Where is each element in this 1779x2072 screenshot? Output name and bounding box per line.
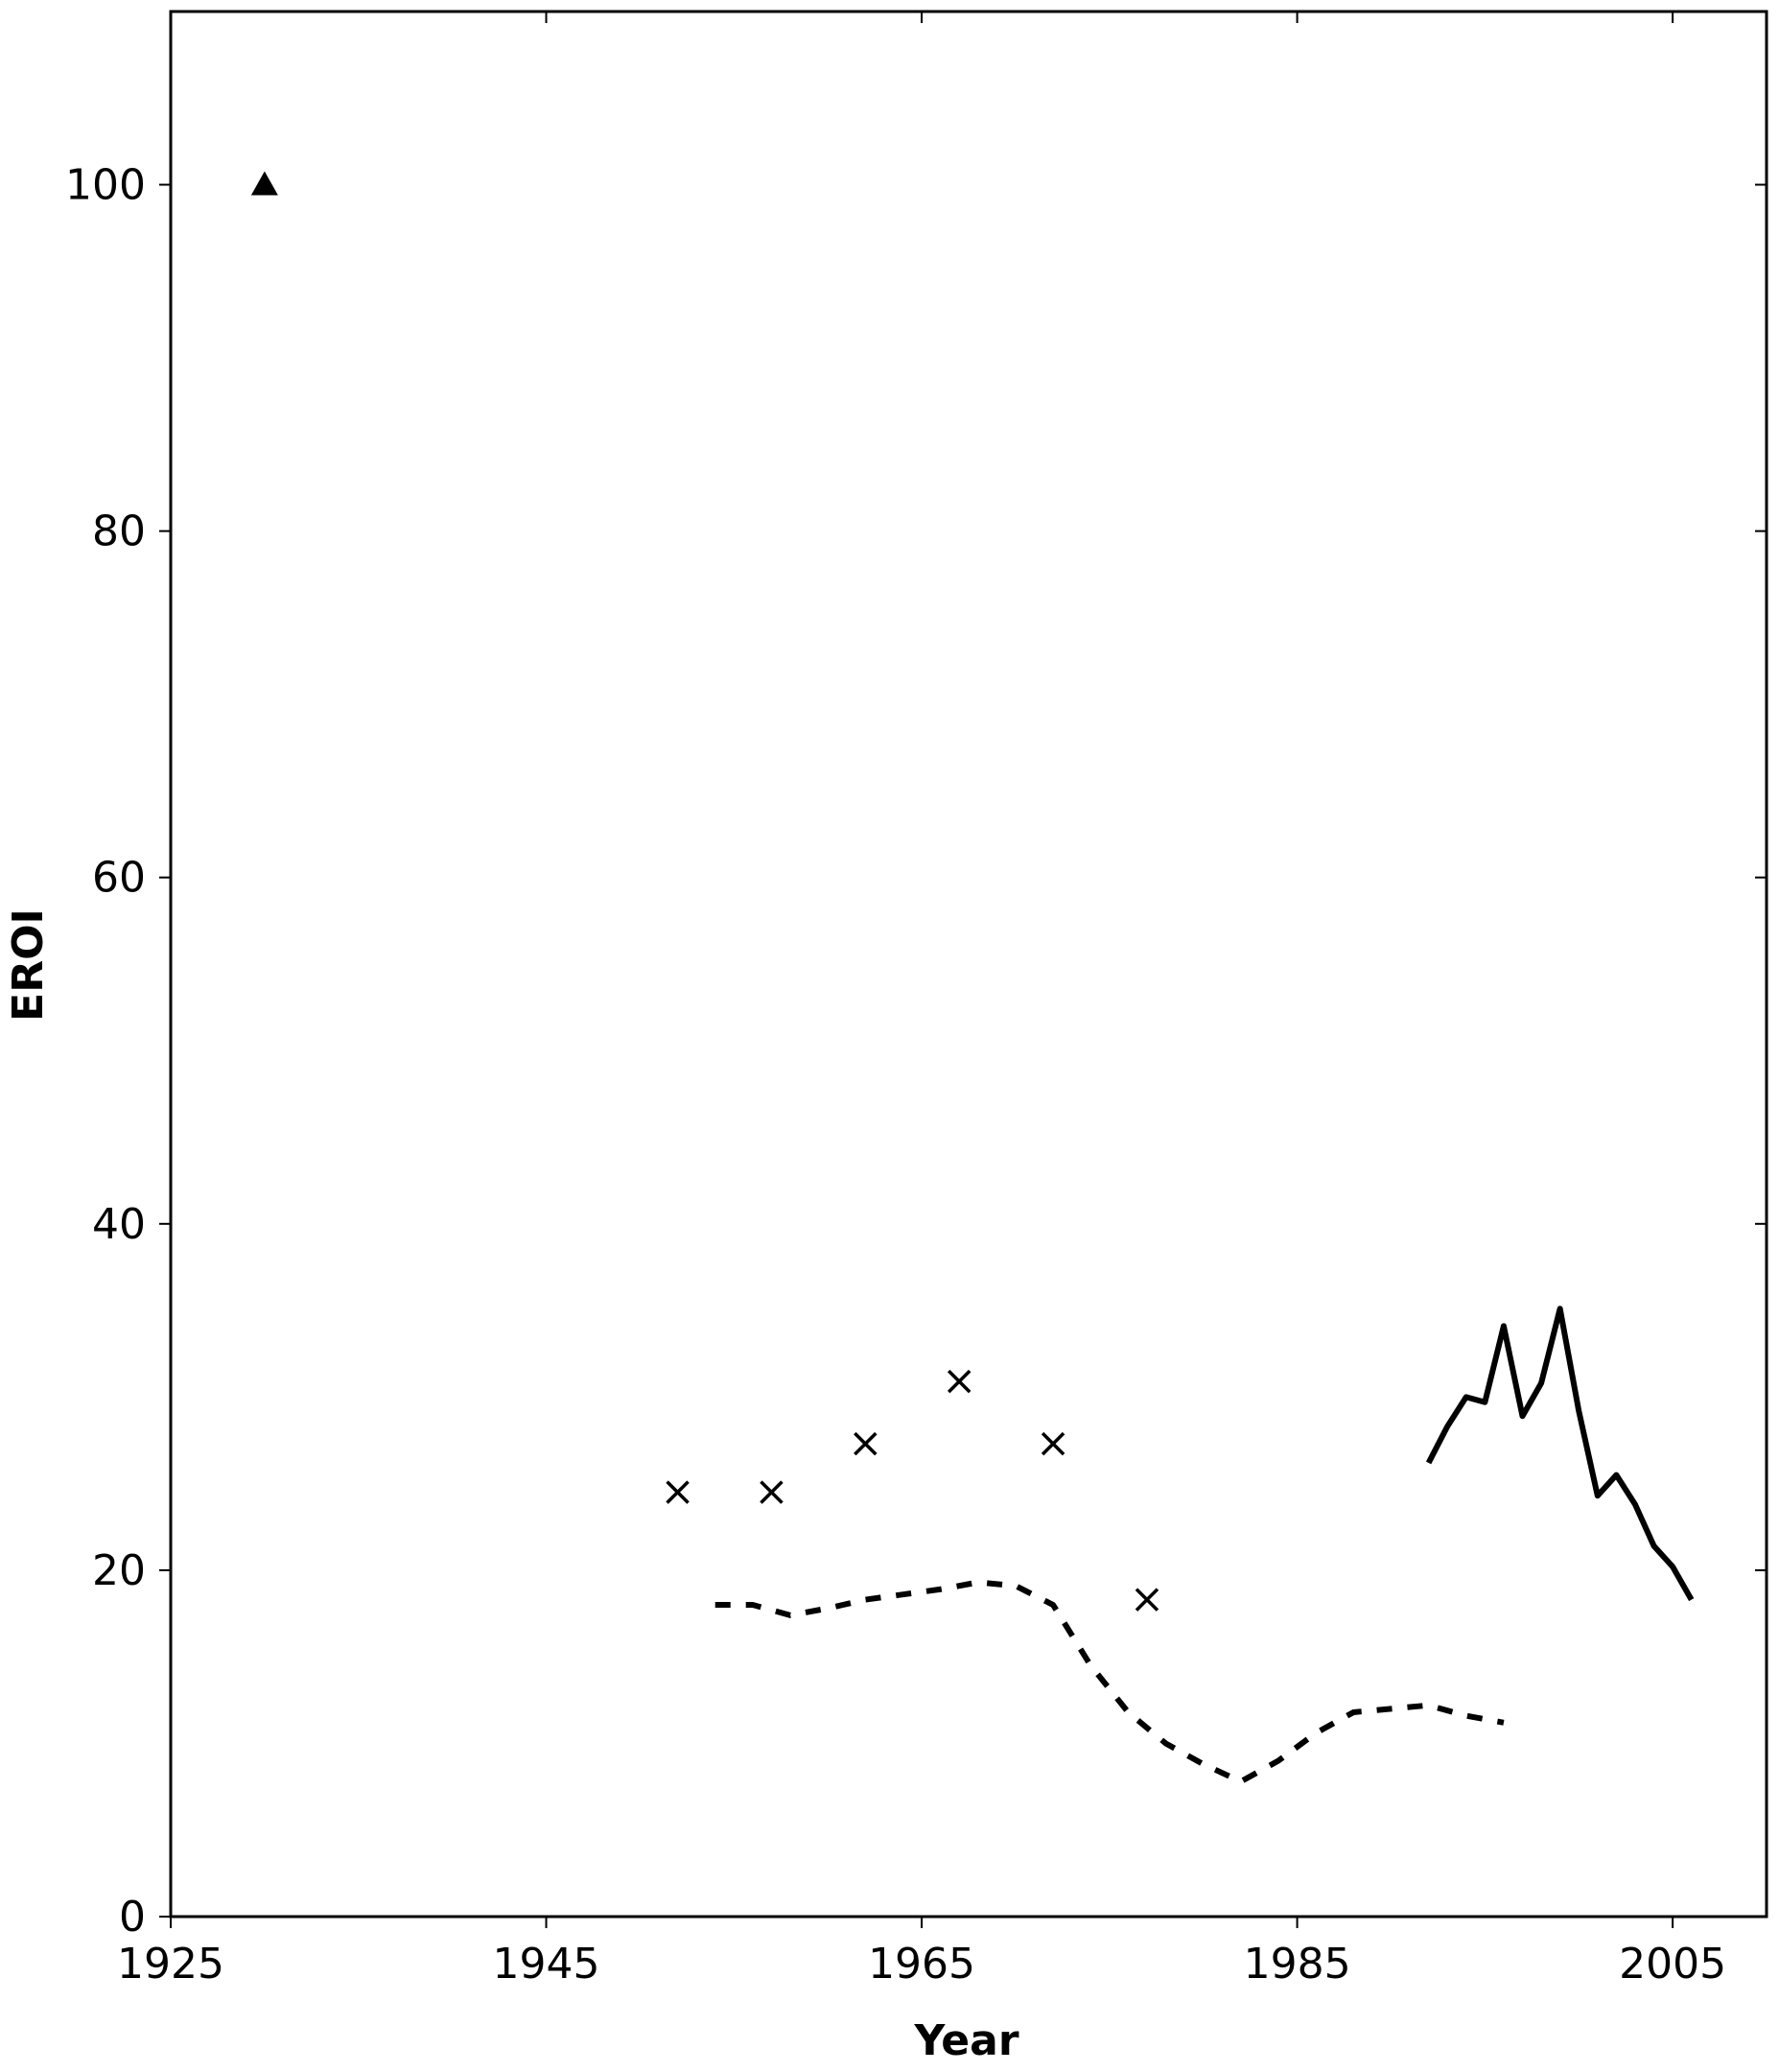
- x-tick-label: 1965: [868, 1940, 975, 1989]
- x-axis-title: Year: [913, 2016, 1018, 2065]
- x-point: [760, 1480, 784, 1504]
- x-point: [1041, 1431, 1065, 1456]
- x-point: [947, 1369, 971, 1394]
- x-point: [1135, 1588, 1159, 1612]
- y-tick-label: 20: [92, 1546, 146, 1595]
- y-axis-title: EROI: [4, 908, 53, 1022]
- x-tick-label: 1925: [117, 1940, 224, 1989]
- axis-ticks: 1925 1945 1965 1985 2005 0 20 40 60 80 100: [65, 12, 1767, 1989]
- dashed-series-line: [714, 1579, 1505, 1785]
- solid-series-line: [1425, 1306, 1695, 1602]
- x-tick-label: 1945: [493, 1940, 600, 1989]
- x-tick-label: 2005: [1619, 1940, 1726, 1989]
- y-tick-label: 60: [92, 854, 146, 903]
- x-point: [854, 1431, 878, 1456]
- chart-marks: [250, 171, 1695, 1785]
- y-tick-label: 40: [92, 1200, 146, 1249]
- y-tick-label: 0: [119, 1893, 146, 1942]
- y-tick-label: 100: [65, 161, 146, 210]
- plot-frame: [169, 10, 1768, 1919]
- triangle-point: [250, 171, 278, 196]
- y-tick-label: 80: [92, 507, 146, 556]
- x-point: [666, 1480, 690, 1504]
- x-tick-label: 1985: [1244, 1940, 1351, 1989]
